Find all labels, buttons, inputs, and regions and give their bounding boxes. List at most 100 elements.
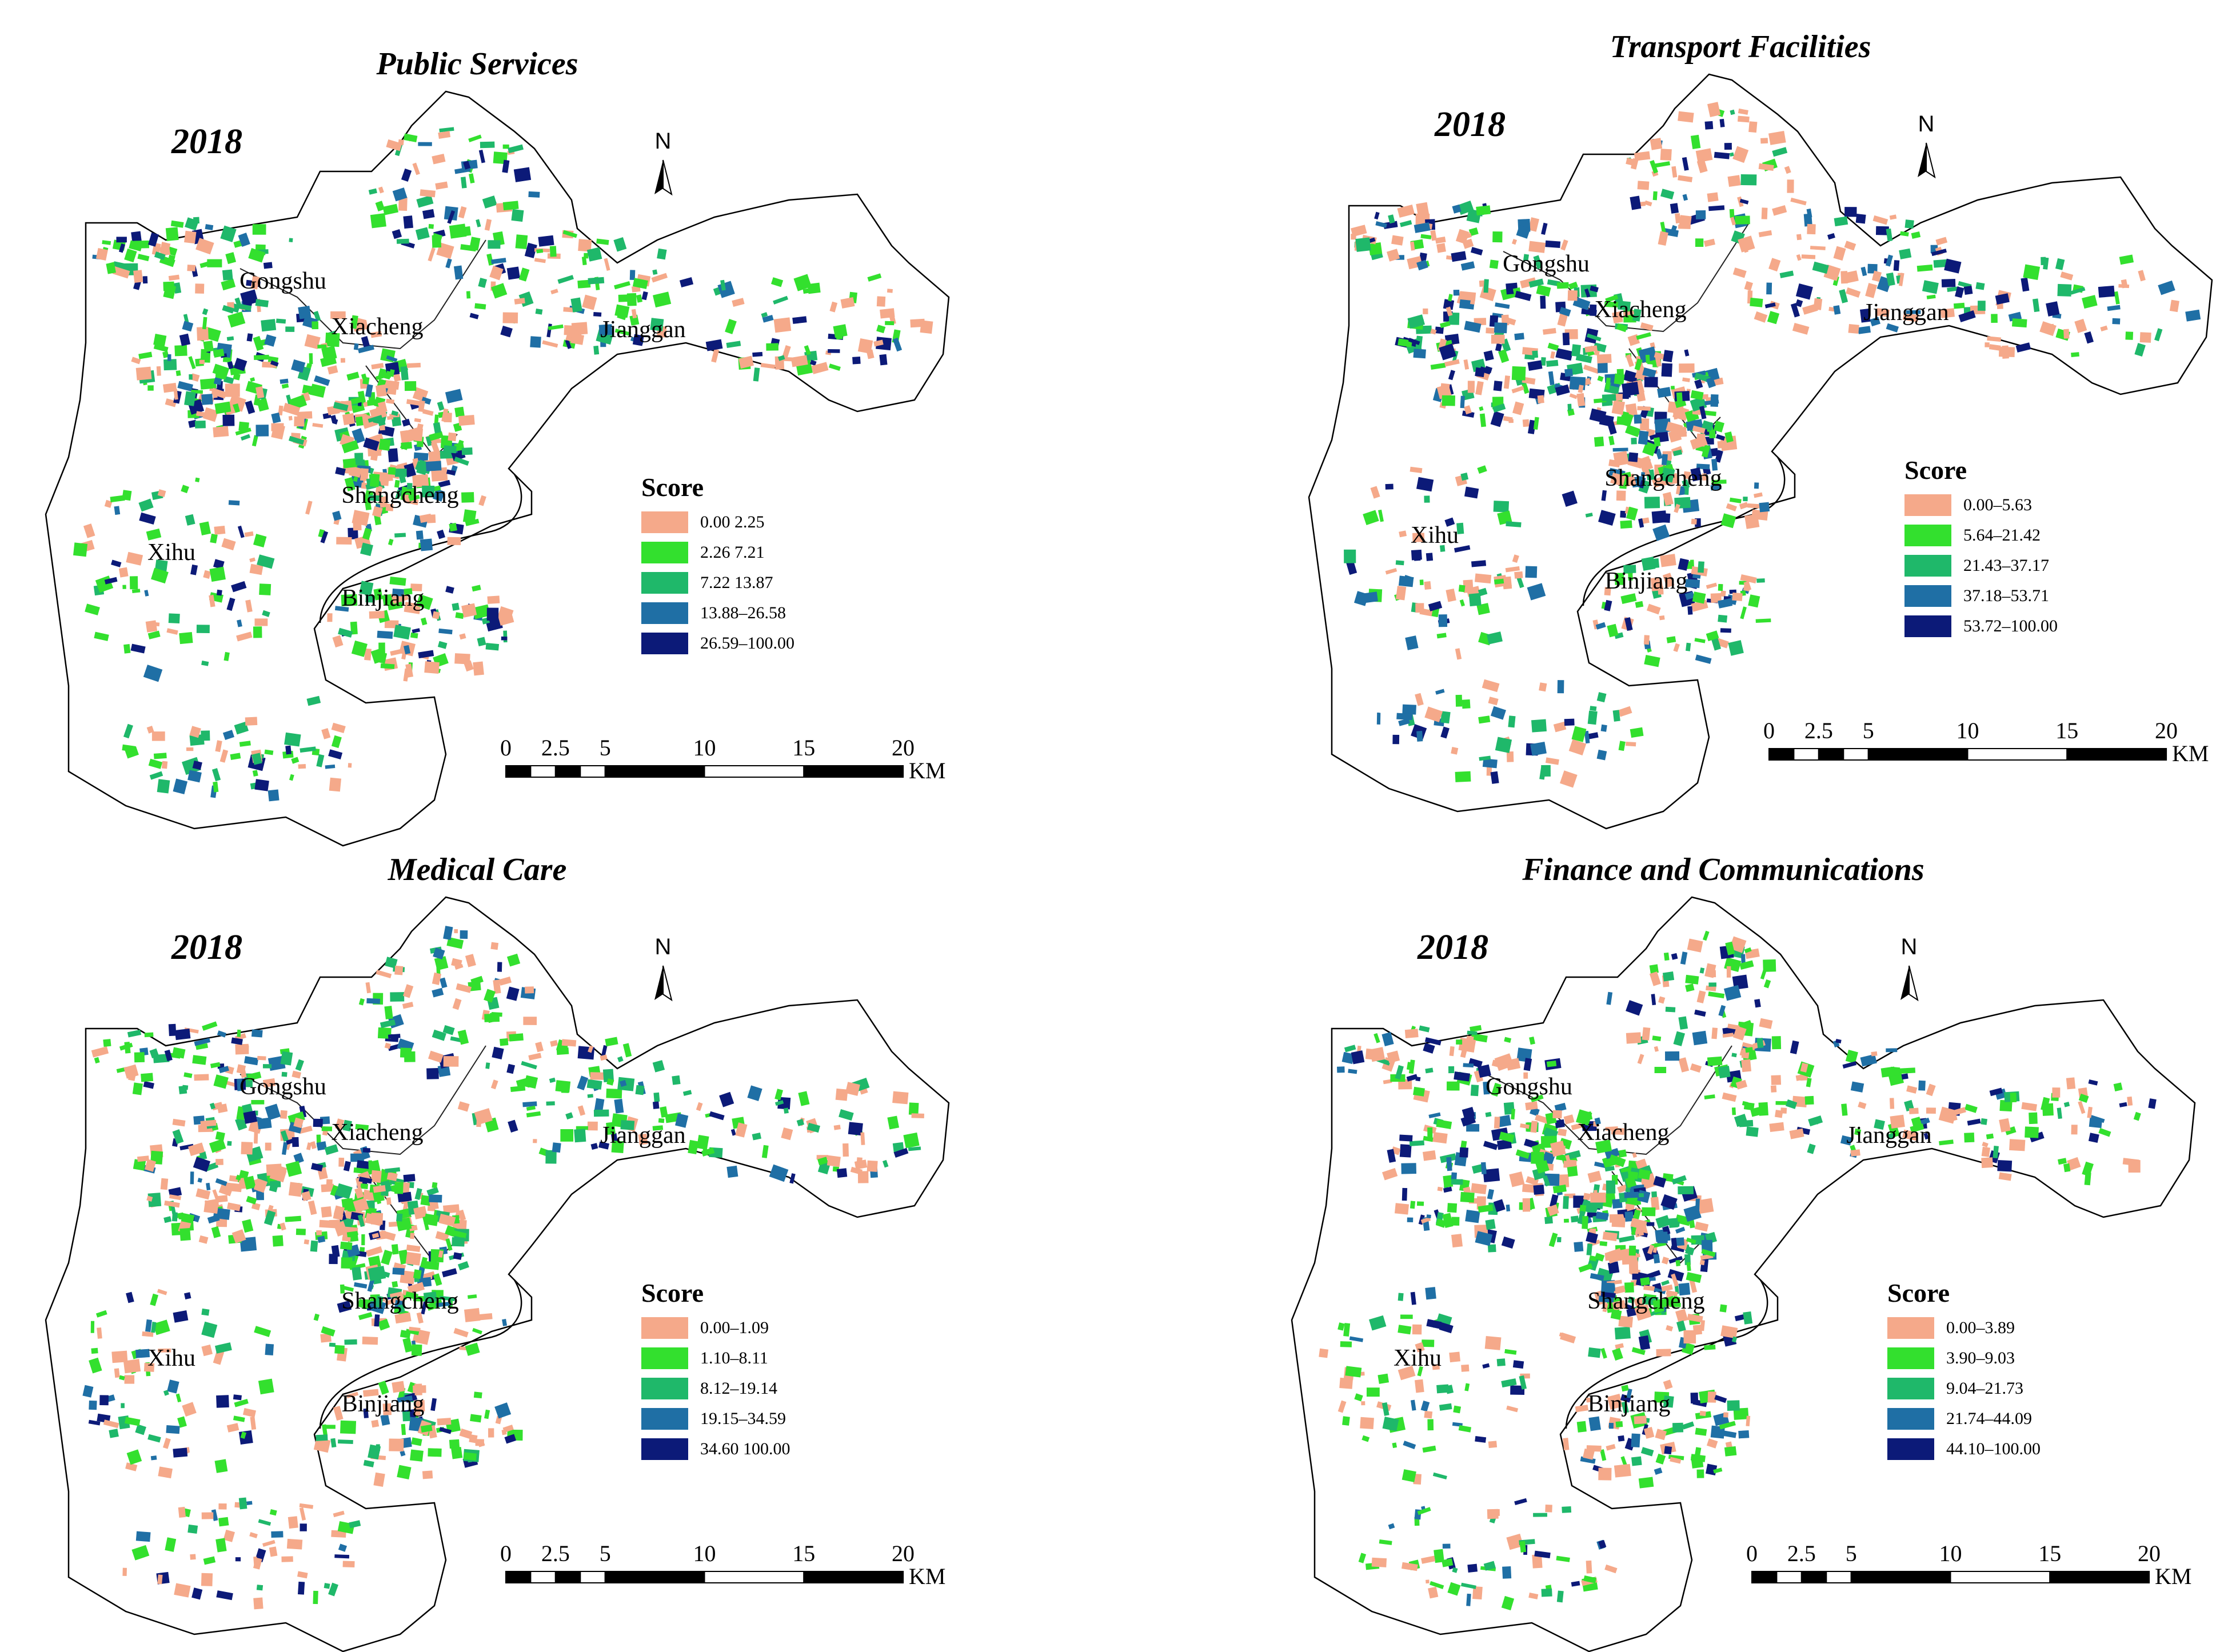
land-block (459, 633, 466, 640)
land-block (392, 229, 402, 239)
land-block (1627, 1296, 1635, 1304)
land-block (174, 1583, 191, 1598)
land-block (451, 1447, 463, 1459)
land-block (1562, 490, 1578, 507)
land-block (1833, 305, 1841, 315)
land-block (340, 358, 346, 363)
scale-tick-label: 2.5 (1804, 718, 1833, 743)
land-block (1725, 941, 1735, 955)
land-block (1432, 1132, 1448, 1144)
land-block (235, 1557, 241, 1562)
land-block (1624, 617, 1633, 631)
land-block (142, 276, 148, 284)
land-block (344, 1339, 357, 1345)
district-label: Shangcheng (341, 1288, 458, 1314)
legend-swatch (641, 1438, 688, 1460)
land-block (1902, 1129, 1919, 1141)
land-block (465, 518, 480, 526)
land-block (1763, 959, 1776, 972)
land-block (1650, 159, 1658, 174)
land-block (696, 1135, 709, 1150)
land-block (1504, 1349, 1517, 1355)
land-block (376, 970, 392, 978)
land-block (175, 370, 181, 377)
land-block (94, 1057, 100, 1064)
land-block (322, 1425, 336, 1429)
land-block (1751, 509, 1768, 521)
land-block (145, 1319, 152, 1333)
land-block (238, 421, 249, 432)
land-block (359, 581, 374, 596)
land-block (1733, 1407, 1749, 1420)
land-block (378, 1381, 389, 1395)
land-block (1631, 1456, 1642, 1466)
land-block (494, 1402, 512, 1419)
land-block (590, 1072, 605, 1080)
land-block (1519, 1541, 1527, 1553)
land-block (363, 1459, 374, 1467)
land-block (351, 640, 368, 657)
land-block (1590, 285, 1599, 293)
land-block (288, 435, 305, 445)
land-block (501, 1429, 507, 1435)
land-block (237, 525, 245, 538)
land-block (215, 1131, 225, 1141)
land-block (1675, 1309, 1688, 1323)
land-block (1522, 1198, 1531, 1212)
land-block (349, 1520, 361, 1529)
land-block (1337, 1400, 1347, 1413)
land-block (1616, 323, 1628, 333)
land-block (244, 531, 254, 537)
land-block (1742, 1101, 1749, 1106)
land-block (2154, 328, 2163, 342)
land-block (504, 1434, 517, 1444)
land-block (1941, 279, 1956, 287)
land-block (1414, 222, 1431, 233)
land-block (1908, 1107, 1919, 1114)
land-block (389, 1438, 404, 1451)
land-block (213, 1350, 225, 1365)
land-block (1482, 679, 1500, 693)
land-block (1478, 587, 1488, 597)
land-block (1839, 289, 1848, 303)
scale-segment (803, 765, 904, 778)
year-label: 2018 (1434, 105, 1506, 144)
land-block (1422, 1445, 1436, 1453)
land-block (774, 1100, 784, 1106)
land-block (127, 1029, 142, 1038)
land-block (1758, 230, 1772, 238)
land-block (1400, 220, 1412, 227)
land-block (1661, 1284, 1673, 1292)
land-block (1466, 1593, 1471, 1606)
land-block (201, 1308, 210, 1316)
land-block (325, 333, 340, 347)
land-block (1482, 758, 1498, 769)
land-block (469, 1434, 478, 1443)
land-block (1638, 455, 1654, 472)
land-block (720, 279, 726, 291)
land-block (1708, 205, 1725, 211)
land-block (1692, 591, 1706, 604)
land-block (420, 1424, 433, 1433)
land-block (826, 1155, 841, 1167)
land-block (600, 1054, 608, 1061)
land-block (203, 1556, 216, 1565)
land-block (432, 235, 442, 248)
land-block (173, 389, 178, 400)
district-label: Xiacheng (1578, 1119, 1670, 1146)
land-block (1634, 414, 1642, 424)
land-block (1661, 1279, 1670, 1286)
panel-title: Transport Facilities (1610, 29, 1871, 65)
land-block (1455, 648, 1462, 660)
land-block (122, 1567, 127, 1577)
land-block (488, 240, 501, 249)
land-block (1732, 592, 1743, 601)
land-block (1999, 1118, 2011, 1133)
land-block (1442, 1543, 1451, 1549)
land-block (1503, 415, 1513, 422)
land-block (1515, 1149, 1530, 1159)
legend-label: 0.00 2.25 (700, 513, 765, 531)
land-block (144, 590, 149, 597)
land-block (2058, 1158, 2067, 1165)
